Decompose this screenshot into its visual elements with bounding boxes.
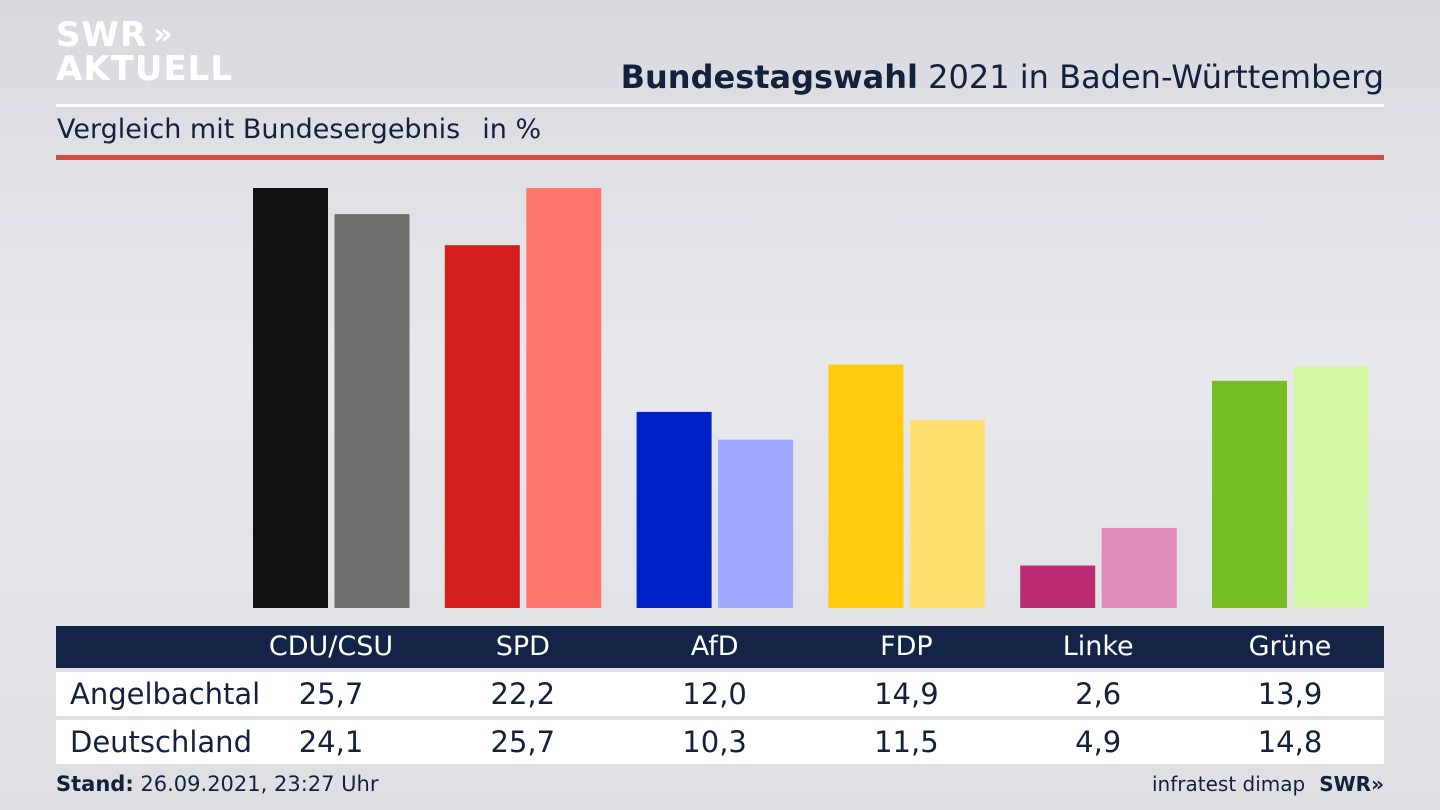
subtitle-text: Vergleich mit Bundesergebnis xyxy=(57,114,461,145)
stand-value: 26.09.2021, 23:27 Uhr xyxy=(133,772,379,796)
table-cell: 25,7 xyxy=(298,677,364,711)
column-header: AfD xyxy=(690,631,739,662)
swr-brand-mark: SWR» xyxy=(1319,772,1384,796)
table-cell: 4,9 xyxy=(1075,725,1122,759)
chart-title: Bundestagswahl 2021 in Baden-Württemberg xyxy=(621,58,1384,96)
row-label: Deutschland xyxy=(70,725,252,759)
table-cell: 25,7 xyxy=(490,725,556,759)
bar-grüne-deutschland xyxy=(1293,366,1369,608)
chart-subtitle: Vergleich mit Bundesergebnis in % xyxy=(57,114,541,145)
table-cell: 14,9 xyxy=(874,677,939,711)
bar-afd-angelbachtal xyxy=(636,411,712,608)
row-label: Angelbachtal xyxy=(70,677,261,711)
title-rest: 2021 in Baden-Württemberg xyxy=(917,58,1384,96)
timestamp: Stand: 26.09.2021, 23:27 Uhr xyxy=(56,772,379,796)
column-header: Linke xyxy=(1062,631,1134,662)
column-header: CDU/CSU xyxy=(268,631,394,662)
accent-divider xyxy=(56,155,1384,160)
column-header: Grüne xyxy=(1248,631,1332,662)
bar-spd-deutschland xyxy=(526,188,602,608)
table-header-row: CDU/CSU SPD AfD FDP Linke Grüne xyxy=(56,626,1384,668)
swr-aktuell-logo: SWR» AKTUELL xyxy=(56,15,234,89)
table-cell: 22,2 xyxy=(490,677,556,711)
title-bold: Bundestagswahl xyxy=(620,58,918,96)
table-cell: 12,0 xyxy=(682,677,747,711)
column-header: FDP xyxy=(880,631,933,662)
column-header: SPD xyxy=(495,631,550,662)
table-cell: 10,3 xyxy=(682,725,747,759)
table-cell: 13,9 xyxy=(1257,677,1323,711)
bar-grüne-angelbachtal xyxy=(1212,380,1287,608)
bar-linke-angelbachtal xyxy=(1020,565,1096,608)
source-credit: infratest dimap SWR» xyxy=(1152,772,1384,796)
bar-cdu-csu-angelbachtal xyxy=(253,188,328,608)
bar-chart xyxy=(253,188,1369,609)
bar-fdp-deutschland xyxy=(909,420,985,608)
title-divider xyxy=(56,104,1384,107)
bar-cdu-csu-deutschland xyxy=(334,214,410,608)
logo-line2: AKTUELL xyxy=(56,49,234,89)
logo-line1: SWR xyxy=(56,15,148,55)
bar-afd-deutschland xyxy=(718,439,794,608)
stand-label: Stand: xyxy=(56,772,134,796)
bar-spd-angelbachtal xyxy=(444,245,520,609)
table-cell: 11,5 xyxy=(874,725,939,759)
results-table: CDU/CSU SPD AfD FDP Linke Grüne Angelbachtal … xyxy=(56,626,1384,764)
table-cell: 14,8 xyxy=(1257,725,1323,759)
table-row-angelbachtal: Angelbachtal 25,7 22,2 12,0 14,9 2,6 13,9 xyxy=(56,672,1384,716)
table-cell: 2,6 xyxy=(1075,677,1122,711)
bar-fdp-angelbachtal xyxy=(828,364,904,608)
source-label: infratest dimap xyxy=(1152,772,1306,796)
table-cell: 24,1 xyxy=(298,725,364,759)
bar-linke-deutschland xyxy=(1101,527,1177,608)
unit-label: in % xyxy=(482,114,542,145)
table-row-deutschland: Deutschland 24,1 25,7 10,3 11,5 4,9 14,8 xyxy=(56,720,1384,764)
